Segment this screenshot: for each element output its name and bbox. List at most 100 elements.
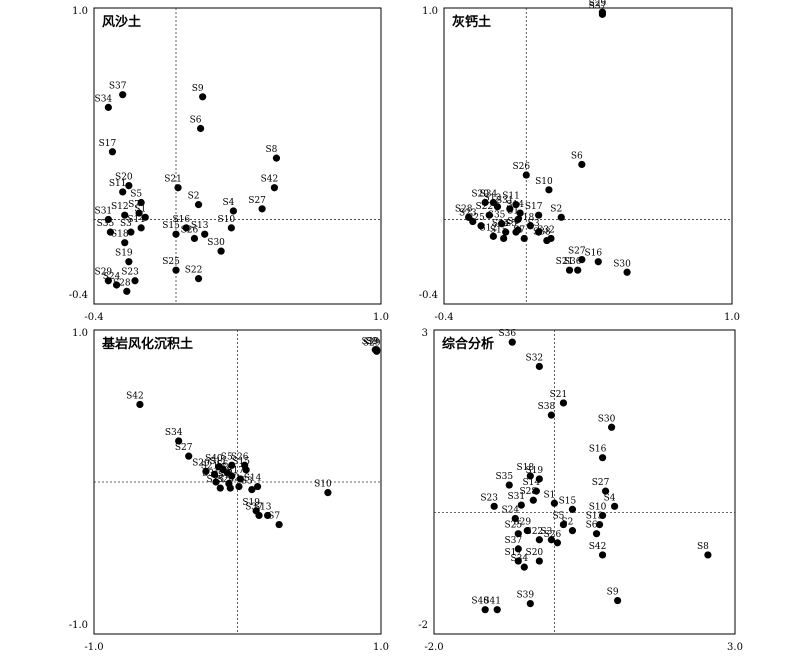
panel-frame — [443, 7, 733, 305]
point-s23 — [490, 502, 498, 510]
point-s6 — [578, 160, 586, 169]
point-label-s27: S27 — [248, 196, 266, 206]
point-s20 — [535, 557, 543, 565]
point-label-s5: S5 — [221, 452, 233, 462]
point-s20 — [125, 182, 133, 190]
point-s17 — [514, 557, 522, 565]
point-label-s20: S20 — [471, 190, 489, 200]
point-s27 — [601, 487, 610, 495]
point-s21 — [210, 470, 219, 478]
point-s42 — [598, 551, 607, 559]
point-s18 — [526, 222, 535, 230]
point-s36 — [508, 338, 516, 346]
point-s29 — [373, 347, 381, 355]
point-label-s16: S16 — [584, 249, 602, 259]
point-s12 — [489, 232, 497, 240]
point-s37 — [119, 91, 127, 99]
point-label-s24: S24 — [492, 219, 510, 229]
y-tick-min: -2 — [418, 620, 428, 631]
point-s2 — [557, 213, 565, 221]
point-s27 — [578, 256, 586, 264]
point-label-s29: S29 — [589, 0, 607, 9]
point-label-s5: S5 — [505, 219, 517, 229]
point-s38 — [543, 236, 551, 245]
point-label-s15: S15 — [232, 457, 250, 467]
point-label-s6: S6 — [217, 460, 229, 470]
point-label-s42: S42 — [261, 175, 279, 185]
panel-frame — [433, 329, 736, 635]
point-label-s22: S22 — [185, 266, 203, 276]
point-s37 — [598, 10, 607, 18]
point-label-s17: S17 — [504, 548, 522, 558]
point-s12 — [121, 211, 129, 219]
x-tick-min: -0.4 — [434, 312, 453, 323]
point-s15 — [172, 230, 180, 238]
point-s32 — [535, 362, 543, 371]
point-s19 — [125, 258, 133, 266]
x-tick-max: 1.0 — [724, 312, 740, 323]
point-s16 — [594, 258, 602, 266]
point-label-s8: S8 — [697, 542, 709, 552]
point-label-s5: S5 — [130, 190, 142, 200]
point-label-s13: S13 — [484, 194, 502, 204]
point-s5 — [228, 461, 236, 469]
point-s28 — [123, 287, 131, 295]
point-label-s14: S14 — [244, 474, 262, 484]
point-label-s2: S2 — [562, 518, 574, 528]
point-s35 — [106, 228, 114, 236]
point-label-s17: S17 — [227, 466, 245, 476]
y-tick-max: 3 — [422, 328, 428, 339]
point-s27 — [258, 205, 266, 213]
point-s35 — [498, 220, 506, 228]
point-label-s37: S37 — [109, 82, 127, 92]
point-label-s12: S12 — [111, 202, 129, 212]
point-label-s31: S31 — [202, 469, 220, 479]
point-label-s29: S29 — [95, 268, 113, 278]
point-label-s38: S38 — [533, 228, 551, 238]
point-label-s40: S40 — [205, 454, 223, 464]
point-label-s21: S21 — [201, 461, 219, 471]
point-label-s26: S26 — [544, 530, 562, 540]
point-s9 — [199, 93, 207, 101]
point-label-s32: S32 — [537, 225, 555, 235]
point-label-s26: S26 — [231, 452, 249, 462]
point-s34 — [520, 563, 528, 571]
panel-title: 综合分析 — [442, 336, 494, 352]
point-s10 — [227, 224, 235, 232]
point-s42 — [136, 400, 144, 409]
point-label-s20: S20 — [526, 548, 544, 558]
point-label-s27: S27 — [568, 247, 586, 257]
point-s18 — [526, 472, 534, 480]
point-label-s17: S17 — [525, 202, 543, 212]
x-tick-min: -1.0 — [84, 642, 103, 653]
point-label-s26: S26 — [512, 162, 530, 172]
point-label-s30: S30 — [207, 238, 225, 248]
point-label-s19: S19 — [242, 498, 260, 508]
panel-frame — [93, 7, 382, 305]
point-label-s31: S31 — [496, 196, 514, 206]
point-s34 — [175, 437, 183, 445]
point-label-s4: S4 — [604, 493, 616, 503]
point-label-s15: S15 — [162, 221, 180, 231]
point-label-s3: S3 — [540, 527, 552, 537]
point-label-s11: S11 — [109, 179, 127, 189]
point-label-s36: S36 — [564, 257, 582, 267]
point-label-s6: S6 — [190, 116, 202, 126]
point-s25 — [477, 222, 485, 230]
point-label-s25: S25 — [162, 257, 180, 267]
point-s34 — [104, 103, 112, 111]
point-label-s4: S4 — [221, 463, 233, 473]
point-s21 — [174, 184, 182, 192]
point-s4 — [611, 502, 619, 510]
point-s14 — [253, 482, 262, 491]
point-label-s4: S4 — [507, 217, 519, 227]
point-s17 — [535, 211, 543, 219]
point-s5 — [137, 198, 145, 207]
point-label-s14: S14 — [523, 478, 541, 488]
point-label-s28: S28 — [113, 278, 131, 288]
point-label-s35: S35 — [495, 472, 513, 482]
point-s10 — [545, 186, 553, 194]
point-s14 — [516, 209, 524, 217]
point-label-s20: S20 — [115, 173, 133, 183]
point-label-s23: S23 — [480, 493, 498, 503]
